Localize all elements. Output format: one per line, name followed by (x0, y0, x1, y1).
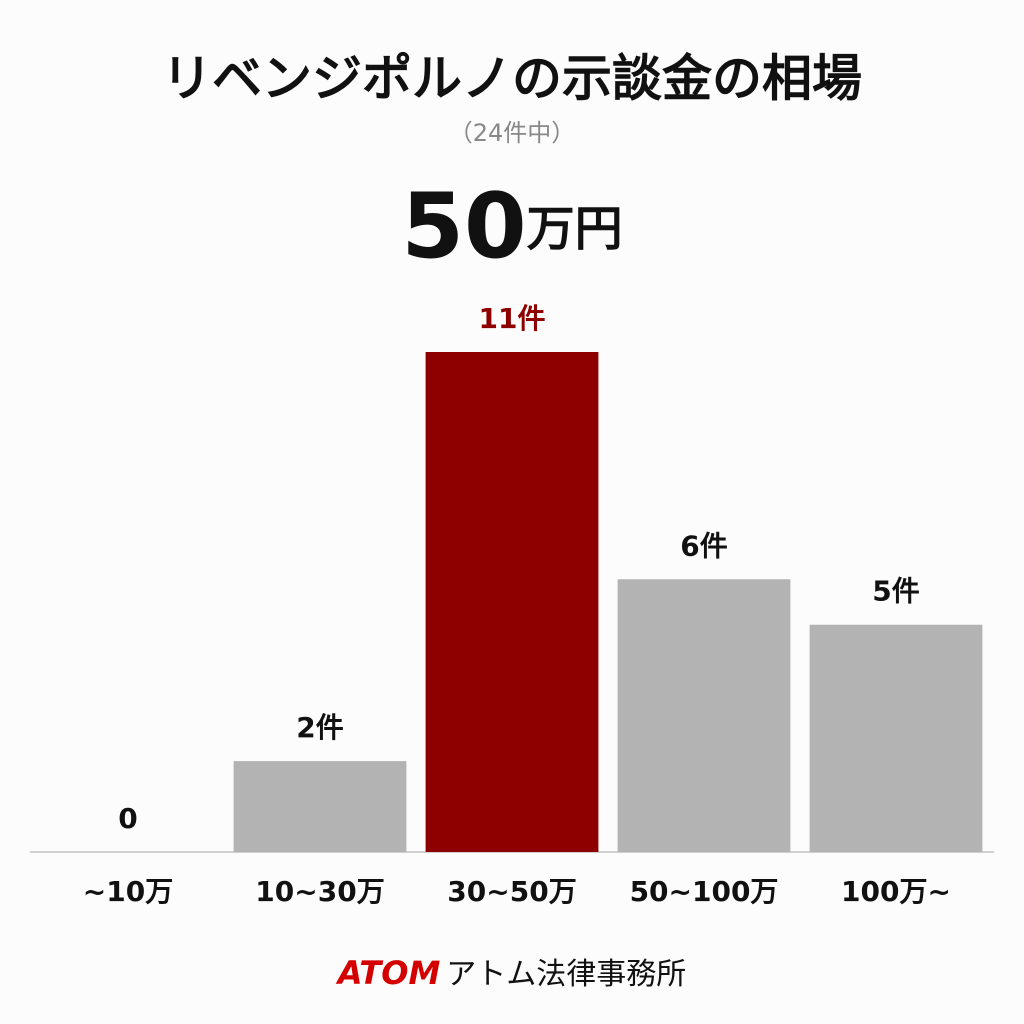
bar (617, 579, 791, 852)
x-tick-label: ~10万 (83, 875, 173, 908)
bar (425, 352, 599, 852)
chart-subtitle: （24件中） (449, 119, 576, 147)
chart-title: リベンジポルノの示談金の相場 (162, 50, 862, 108)
value-label: 0 (118, 802, 137, 835)
value-label: 2件 (296, 711, 343, 744)
bar (809, 624, 983, 852)
x-tick-label: 100万~ (841, 875, 951, 908)
headline-unit: 万円 (527, 201, 623, 257)
bar (233, 761, 407, 852)
x-tick-label: 30~50万 (447, 875, 576, 908)
value-label: 6件 (680, 529, 727, 562)
x-tick-label: 10~30万 (255, 875, 384, 908)
footer-brand: ATOM (335, 954, 441, 992)
headline-number: 50 (401, 174, 526, 279)
footer: ATOM アトム法律事務所 (335, 954, 687, 992)
x-tick-label: 50~100万 (630, 875, 779, 908)
value-label: 5件 (872, 575, 919, 608)
footer-name: アトム法律事務所 (446, 957, 686, 992)
headline: 50万円 (401, 174, 622, 279)
value-label: 11件 (479, 302, 546, 335)
